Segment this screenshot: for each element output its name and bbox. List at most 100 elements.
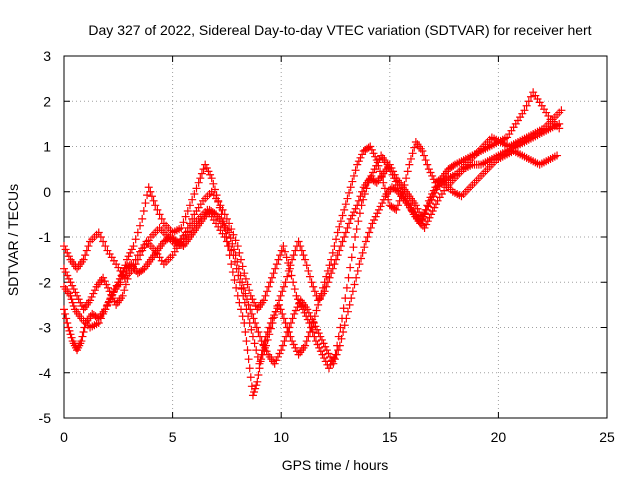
data-point: [311, 337, 320, 346]
data-point: [275, 296, 284, 305]
data-point: [103, 283, 112, 292]
data-point: [279, 242, 288, 251]
data-point: [338, 237, 347, 246]
data-point: [522, 101, 531, 110]
data-point: [131, 255, 140, 264]
data-point: [102, 302, 111, 311]
data-point: [201, 160, 210, 169]
data-point: [244, 300, 253, 309]
data-point: [126, 248, 135, 257]
y-tick-label: -5: [39, 410, 52, 426]
data-point: [248, 332, 257, 341]
data-point: [149, 196, 158, 205]
data-point: [228, 268, 237, 277]
data-point: [322, 346, 331, 355]
data-point: [267, 273, 276, 282]
data-point: [428, 206, 437, 215]
data-point: [335, 222, 344, 231]
data-point: [526, 92, 535, 101]
data-point: [151, 201, 160, 210]
data-point: [272, 260, 281, 269]
data-point: [379, 195, 388, 204]
data-point: [204, 167, 213, 176]
data-point: [66, 330, 75, 339]
data-point: [402, 174, 411, 183]
data-point: [263, 335, 272, 344]
data-point: [332, 255, 341, 264]
data-point: [104, 298, 113, 307]
data-point: [273, 352, 282, 361]
data-point: [355, 209, 364, 218]
data-point: [428, 171, 437, 180]
y-axis-label: SDTVAR / TECUs: [5, 184, 21, 296]
y-tick-label: 3: [43, 48, 51, 64]
data-point: [370, 165, 379, 174]
data-point: [337, 334, 346, 343]
data-point: [358, 248, 367, 257]
data-point: [81, 251, 90, 260]
data-point: [276, 251, 285, 260]
data-point: [322, 282, 331, 291]
data-point: [87, 292, 96, 301]
data-point: [408, 149, 417, 158]
data-point: [555, 119, 564, 128]
data-point: [326, 352, 335, 361]
data-point: [153, 205, 162, 214]
data-point: [360, 243, 369, 252]
data-point: [185, 201, 194, 210]
data-point: [411, 201, 420, 210]
data-point: [265, 330, 274, 339]
data-point: [423, 160, 432, 169]
data-point: [220, 233, 229, 241]
data-point: [365, 228, 374, 237]
data-point: [233, 242, 242, 251]
data-point: [220, 210, 229, 219]
data-point: [155, 210, 164, 219]
data-point: [64, 323, 73, 332]
data-point: [250, 339, 259, 348]
data-point: [77, 337, 86, 346]
data-point: [424, 165, 433, 174]
data-point: [286, 261, 295, 270]
data-point: [392, 205, 401, 214]
data-point: [354, 217, 363, 226]
data-point: [273, 302, 282, 311]
data-point: [120, 286, 129, 295]
data-point: [389, 167, 398, 176]
data-point: [232, 283, 241, 292]
data-point: [228, 239, 237, 248]
data-point: [372, 161, 381, 170]
data-point: [76, 298, 85, 307]
data-point: [222, 237, 231, 246]
data-point: [282, 332, 291, 341]
data-point: [356, 192, 365, 201]
data-point: [320, 287, 329, 296]
data-point: [264, 282, 273, 291]
data-point: [62, 314, 71, 323]
data-point: [342, 283, 351, 292]
data-point: [296, 242, 305, 251]
data-point: [259, 340, 268, 349]
data-point: [282, 253, 291, 262]
data-point: [371, 212, 380, 221]
series-track-4: [60, 119, 564, 368]
data-marks: [60, 88, 566, 400]
data-point: [289, 251, 298, 260]
data-point: [328, 264, 337, 273]
data-point: [290, 285, 299, 294]
data-point: [283, 328, 292, 337]
data-point: [367, 145, 376, 154]
data-point: [387, 163, 396, 172]
data-point: [405, 160, 414, 169]
data-point: [330, 260, 339, 269]
data-point: [127, 245, 136, 254]
data-point: [366, 142, 375, 151]
data-point: [353, 266, 362, 275]
data-point: [146, 187, 155, 196]
data-point: [340, 205, 349, 214]
data-point: [111, 285, 120, 294]
data-point: [332, 350, 341, 359]
x-tick-label: 15: [382, 429, 398, 445]
data-point: [278, 287, 287, 296]
data-point: [299, 251, 308, 260]
